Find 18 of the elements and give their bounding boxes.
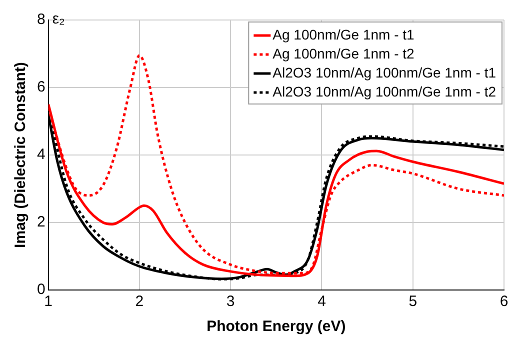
x-tick-label: 6 — [500, 293, 508, 310]
x-tick-label: 2 — [135, 293, 144, 310]
y-tick-label: 8 — [37, 11, 46, 28]
legend-label: Al2O3 10nm/Ag 100nm/Ge 1nm - t2 — [272, 83, 496, 100]
x-tick-label: 4 — [318, 293, 326, 310]
x-tick-label: 5 — [408, 293, 418, 310]
legend-label: Ag 100nm/Ge 1nm - t1 — [272, 26, 415, 42]
x-axis-title: Photon Energy (eV) — [206, 318, 346, 336]
y-tick-label: 4 — [37, 146, 46, 164]
y-tick-label: 6 — [37, 78, 46, 96]
y-tick-label: 2 — [37, 214, 46, 231]
legend-label: Al2O3 10nm/Ag 100nm/Ge 1nm - t1 — [272, 64, 496, 80]
x-tick-label: 1 — [44, 293, 53, 310]
legend-label: Ag 100nm/Ge 1nm - t2 — [272, 45, 415, 62]
y-tick-label: 0 — [37, 281, 46, 298]
y-axis-title: Imag (Dielectric Constant) — [12, 62, 30, 248]
annotation: ε₂ — [52, 10, 66, 28]
x-tick-label: 3 — [226, 293, 235, 310]
